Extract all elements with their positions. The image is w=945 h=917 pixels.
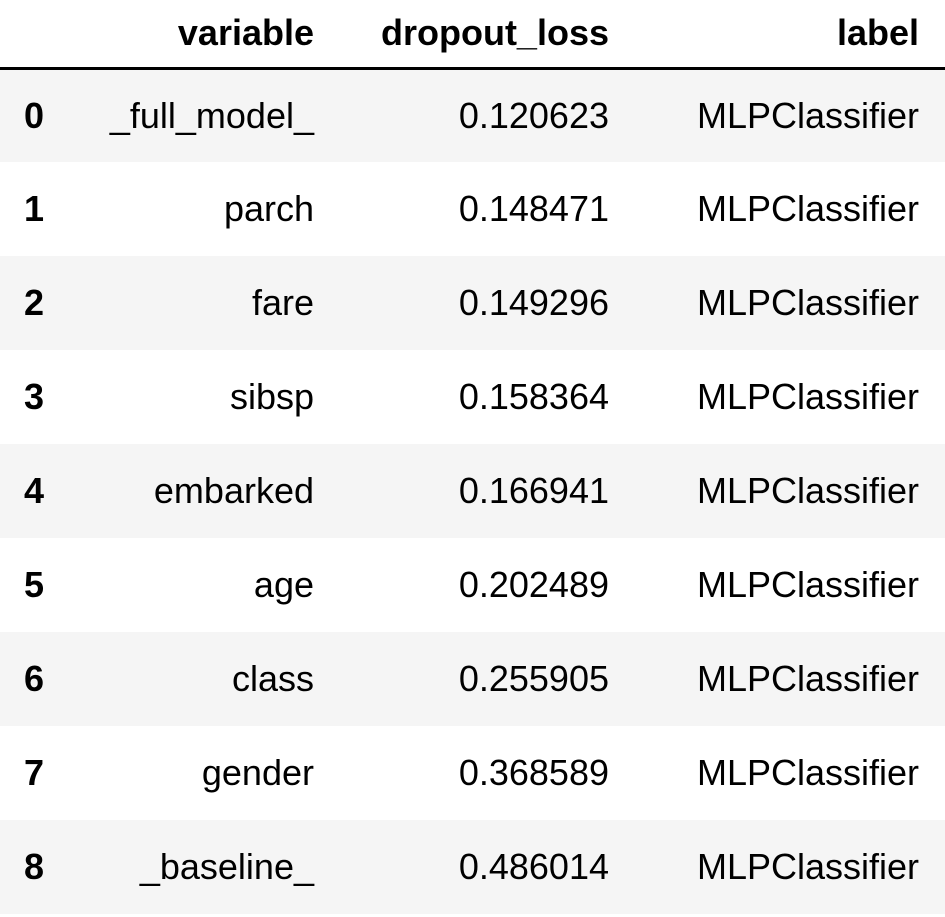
table-row: 2 fare 0.149296 MLPClassifier: [0, 256, 945, 350]
label-column-header: label: [633, 0, 945, 70]
variable-cell: fare: [251, 282, 314, 323]
header-row: variable dropout_loss label: [0, 0, 945, 70]
dropout-loss-cell: 0.158364: [458, 376, 609, 417]
variable-cell: _full_model_: [109, 94, 314, 136]
variable-column-header: variable: [76, 0, 338, 70]
table-row: 1 parch 0.148471 MLPClassifier: [0, 162, 945, 256]
variable-cell: gender: [201, 752, 314, 793]
label-cell: MLPClassifier: [696, 846, 919, 887]
table-row: 6 class 0.255905 MLPClassifier: [0, 632, 945, 726]
dropout-loss-cell: 0.166941: [458, 470, 609, 511]
row-index: 7: [24, 752, 45, 793]
label-cell: MLPClassifier: [696, 282, 919, 323]
label-cell: MLPClassifier: [696, 564, 919, 605]
row-index: 8: [24, 846, 45, 887]
table-row: 0 _full_model_ 0.120623 MLPClassifier: [0, 68, 945, 162]
label-cell: MLPClassifier: [696, 376, 919, 417]
variable-cell: class: [231, 658, 314, 699]
row-index: 3: [24, 376, 45, 417]
table-row: 4 embarked 0.166941 MLPClassifier: [0, 444, 945, 538]
table-header: variable dropout_loss label: [0, 0, 945, 70]
row-index: 6: [24, 658, 45, 699]
table-row: 3 sibsp 0.158364 MLPClassifier: [0, 350, 945, 444]
variable-cell: age: [253, 564, 314, 605]
table-row: 8 _baseline_ 0.486014 MLPClassifier: [0, 820, 945, 914]
variable-cell: sibsp: [229, 376, 314, 417]
variable-cell: parch: [223, 188, 314, 229]
label-cell: MLPClassifier: [696, 470, 919, 511]
table-body: 0 _full_model_ 0.120623 MLPClassifier 1 parch…: [0, 68, 945, 914]
label-cell: MLPClassifier: [696, 94, 919, 136]
index-column-header: [0, 0, 76, 70]
dropout-loss-cell: 0.120623: [458, 94, 609, 136]
dropout-loss-cell: 0.149296: [458, 282, 609, 323]
dropout-loss-cell: 0.202489: [458, 564, 609, 605]
label-cell: MLPClassifier: [696, 188, 919, 229]
row-index: 1: [24, 188, 45, 229]
variable-cell: _baseline_: [139, 846, 314, 887]
row-index: 4: [24, 470, 45, 511]
row-index: 2: [24, 282, 45, 323]
row-index: 5: [24, 564, 45, 605]
table-row: 7 gender 0.368589 MLPClassifier: [0, 726, 945, 820]
dropout-loss-column-header: dropout_loss: [338, 0, 633, 70]
dropout-loss-cell: 0.255905: [458, 658, 609, 699]
dropout-loss-cell: 0.368589: [458, 752, 609, 793]
label-cell: MLPClassifier: [696, 752, 919, 793]
label-cell: MLPClassifier: [696, 658, 919, 699]
variable-cell: embarked: [153, 470, 314, 511]
dropout-loss-cell: 0.148471: [458, 188, 609, 229]
row-index: 0: [24, 94, 45, 136]
table-row: 5 age 0.202489 MLPClassifier: [0, 538, 945, 632]
dropout-loss-cell: 0.486014: [458, 846, 609, 887]
